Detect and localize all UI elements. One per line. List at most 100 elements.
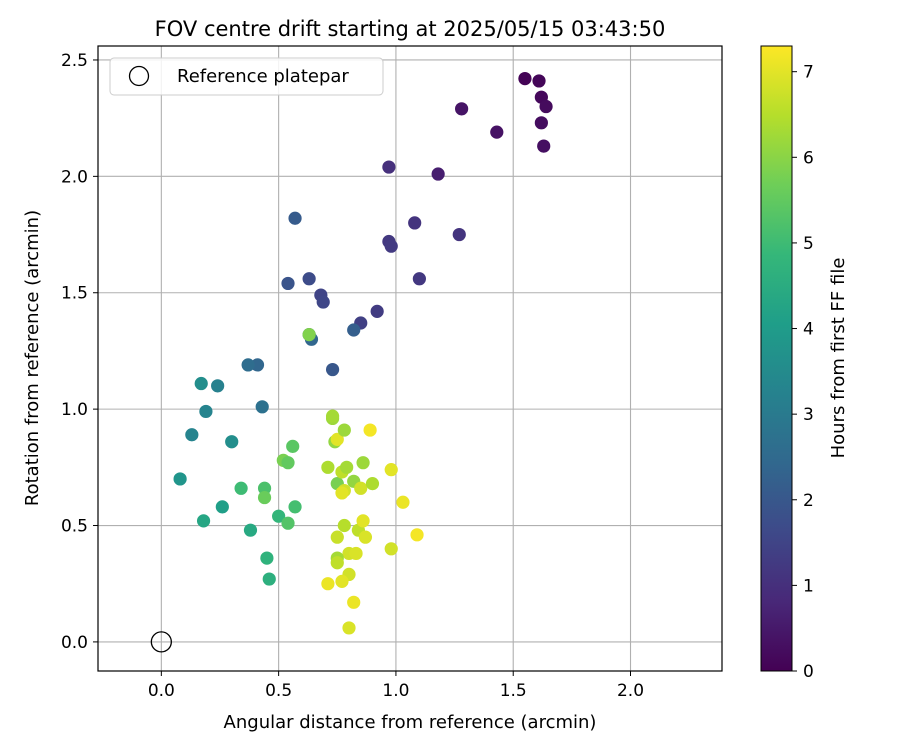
- scatter-point: [337, 518, 351, 533]
- scatter-point: [412, 272, 426, 286]
- scatter-point: [302, 328, 316, 342]
- y-tick-label: 2.5: [61, 51, 88, 71]
- scatter-point: [330, 530, 344, 544]
- legend: Reference platepar: [109, 57, 384, 96]
- scatter-point: [234, 481, 248, 495]
- scatter-point: [255, 400, 269, 414]
- x-ticks: 0.0 0.5 1.0 1.5 2.0: [148, 671, 644, 701]
- scatter-point: [365, 477, 380, 491]
- scatter-point: [534, 116, 548, 130]
- scatter-point: [370, 304, 384, 318]
- colorbar-tick-label: 3: [803, 405, 814, 425]
- scatter-point: [518, 71, 532, 86]
- colorbar-tick-label: 7: [803, 63, 814, 83]
- scatter-point: [384, 463, 398, 477]
- scatter-point: [288, 500, 302, 514]
- scatter-point: [211, 379, 225, 393]
- x-tick-label: 0.5: [265, 681, 292, 701]
- scatter-point: [335, 486, 349, 500]
- scatter-point: [347, 595, 361, 609]
- scatter-point: [325, 409, 340, 423]
- scatter-point: [431, 167, 445, 181]
- colorbar-tick-label: 0: [803, 662, 814, 682]
- plot-frame: [97, 45, 723, 672]
- scatter-point: [358, 530, 373, 544]
- scatter-point: [384, 239, 398, 253]
- scatter-point: [349, 546, 363, 561]
- colorbar-label: Hours from first FF file: [828, 258, 849, 459]
- colorbar: 0 1 2 3 4 5 6 7 Hours from first FF file: [760, 45, 849, 682]
- scatter-point: [321, 460, 335, 474]
- reference-layer: [150, 631, 172, 653]
- scatter-point: [196, 514, 211, 528]
- scatter-point: [537, 139, 551, 153]
- scatter-point: [288, 211, 302, 225]
- scatter-point: [260, 551, 274, 565]
- scatter-point: [384, 542, 398, 556]
- scatter-point: [356, 456, 370, 470]
- legend-entry-reference: Reference platepar: [177, 66, 349, 87]
- scatter-point: [257, 481, 272, 495]
- scatter-point: [539, 99, 553, 114]
- scatter-point: [257, 490, 272, 505]
- x-tick-label: 0.0: [148, 681, 175, 701]
- scatter-point: [262, 572, 276, 586]
- scatter-point: [281, 276, 295, 291]
- scatter-point: [215, 500, 229, 514]
- scatter-point: [241, 358, 255, 372]
- scatter-point: [363, 423, 377, 437]
- scatter-point: [382, 160, 396, 174]
- scatter-point: [281, 516, 295, 530]
- scatter-point: [354, 481, 368, 495]
- scatter-point: [330, 556, 344, 570]
- scatter-point: [410, 528, 424, 542]
- scatter-point: [452, 227, 466, 242]
- scatter-point: [325, 362, 340, 377]
- scatter-point: [225, 435, 239, 449]
- scatter-point: [532, 74, 546, 88]
- x-axis-label: Angular distance from reference (arcmin): [224, 712, 597, 733]
- y-tick-label: 1.0: [61, 400, 88, 420]
- legend-marker-reference: [128, 65, 150, 87]
- y-tick-label: 0.0: [61, 633, 88, 653]
- scatter-point: [455, 102, 469, 116]
- scatter-point: [194, 376, 208, 391]
- scatter-point: [347, 323, 361, 337]
- x-tick-label: 1.5: [500, 681, 527, 701]
- scatter-point: [337, 423, 351, 437]
- scatter-point: [342, 621, 356, 635]
- scatter-point: [335, 574, 349, 588]
- colorbar-gradient: [760, 45, 793, 672]
- scatter-point: [243, 523, 258, 537]
- y-tick-label: 1.5: [61, 284, 88, 304]
- scatter-point: [272, 509, 286, 523]
- scatter-point: [321, 577, 335, 591]
- scatter-point: [250, 358, 265, 372]
- colorbar-ticks: 0 1 2 3 4 5 6 7: [792, 63, 814, 682]
- colorbar-tick-label: 5: [803, 234, 814, 254]
- chart-title: FOV centre drift starting at 2025/05/15 …: [155, 17, 666, 41]
- scatter-point: [316, 295, 330, 309]
- scatter-point: [199, 404, 213, 419]
- gridlines: [98, 46, 722, 671]
- scatter-point: [340, 460, 354, 474]
- colorbar-tick-label: 4: [803, 320, 814, 340]
- scatter-point: [408, 216, 422, 230]
- x-tick-label: 1.0: [382, 681, 409, 701]
- reference-point-marker: [150, 631, 172, 653]
- data-points: [173, 71, 553, 635]
- scatter-point: [330, 432, 344, 446]
- y-tick-label: 0.5: [61, 517, 88, 537]
- scatter-point: [286, 439, 300, 453]
- scatter-point: [185, 428, 199, 442]
- y-axis-label: Rotation from reference (arcmin): [22, 210, 43, 506]
- scatter-point: [356, 514, 370, 528]
- colorbar-tick-label: 1: [803, 576, 814, 596]
- y-ticks: 0.0 0.5 1.0 1.5 2.0 2.5: [61, 51, 98, 653]
- scatter-point: [173, 472, 187, 486]
- scatter-point: [302, 272, 316, 286]
- scatter-point: [281, 456, 295, 470]
- x-tick-label: 2.0: [617, 681, 644, 701]
- scatter-point: [490, 125, 504, 139]
